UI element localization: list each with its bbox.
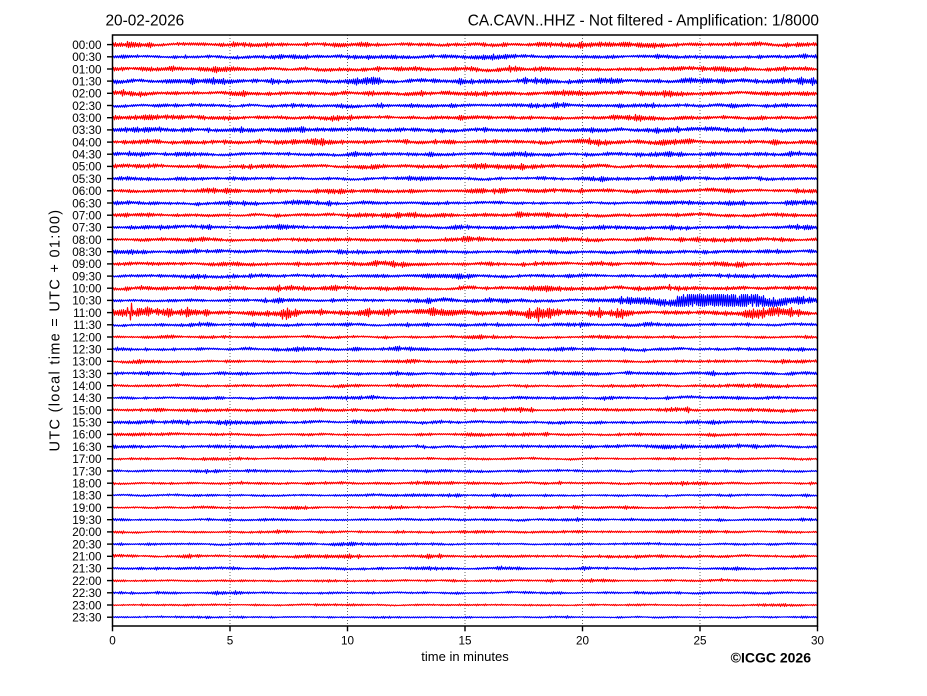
svg-text:03:30: 03:30	[72, 124, 102, 137]
svg-text:12:00: 12:00	[72, 331, 102, 344]
svg-text:00:30: 00:30	[72, 51, 102, 64]
svg-text:18:30: 18:30	[72, 490, 102, 503]
svg-text:01:00: 01:00	[72, 63, 102, 76]
svg-text:23:30: 23:30	[72, 612, 102, 625]
svg-text:01:30: 01:30	[72, 75, 102, 88]
svg-text:CA.CAVN..HHZ - Not filtered -: CA.CAVN..HHZ - Not filtered - Amplificat…	[468, 13, 819, 30]
svg-text:14:30: 14:30	[72, 392, 102, 405]
svg-text:10:30: 10:30	[72, 295, 102, 308]
svg-text:14:00: 14:00	[72, 380, 102, 393]
svg-text:04:00: 04:00	[72, 136, 102, 149]
svg-text:00:00: 00:00	[72, 39, 102, 52]
svg-text:16:30: 16:30	[72, 441, 102, 454]
svg-text:20: 20	[576, 634, 590, 647]
svg-text:11:30: 11:30	[73, 319, 102, 332]
svg-text:21:30: 21:30	[72, 563, 102, 576]
svg-text:05:00: 05:00	[72, 161, 102, 174]
svg-text:18:00: 18:00	[72, 478, 102, 491]
svg-text:25: 25	[693, 634, 707, 647]
svg-text:0: 0	[109, 634, 116, 647]
svg-text:30: 30	[811, 634, 825, 647]
svg-text:10:00: 10:00	[72, 283, 102, 296]
svg-text:20:00: 20:00	[72, 526, 102, 539]
svg-text:23:00: 23:00	[72, 599, 102, 612]
svg-text:06:00: 06:00	[72, 185, 102, 198]
svg-text:©ICGC 2026: ©ICGC 2026	[731, 650, 812, 666]
svg-text:15:00: 15:00	[72, 404, 102, 417]
svg-text:06:30: 06:30	[72, 197, 102, 210]
svg-text:05:30: 05:30	[72, 173, 102, 186]
svg-text:08:30: 08:30	[72, 246, 102, 259]
svg-text:17:30: 17:30	[72, 465, 102, 478]
svg-text:UTC (local time = UTC + 01:00): UTC (local time = UTC + 01:00)	[48, 209, 64, 452]
svg-text:02:30: 02:30	[72, 100, 102, 113]
svg-text:13:30: 13:30	[72, 368, 102, 381]
svg-text:16:00: 16:00	[72, 429, 102, 442]
svg-text:15:30: 15:30	[72, 417, 102, 430]
svg-text:09:30: 09:30	[72, 270, 102, 283]
svg-text:19:00: 19:00	[72, 502, 102, 515]
svg-text:5: 5	[227, 634, 234, 647]
svg-text:04:30: 04:30	[72, 149, 102, 162]
svg-text:07:00: 07:00	[72, 210, 102, 223]
svg-text:time in minutes: time in minutes	[421, 649, 509, 664]
svg-text:22:30: 22:30	[72, 587, 102, 600]
svg-text:08:00: 08:00	[72, 234, 102, 247]
svg-text:13:00: 13:00	[72, 356, 102, 369]
svg-text:17:00: 17:00	[72, 453, 102, 466]
svg-text:10: 10	[341, 634, 355, 647]
svg-text:11:00: 11:00	[73, 307, 102, 320]
svg-text:22:00: 22:00	[72, 575, 102, 588]
svg-text:19:30: 19:30	[72, 514, 102, 527]
svg-text:21:00: 21:00	[72, 551, 102, 564]
svg-text:20-02-2026: 20-02-2026	[106, 13, 185, 30]
svg-text:02:00: 02:00	[72, 88, 102, 101]
svg-text:20:30: 20:30	[72, 538, 102, 551]
svg-text:09:00: 09:00	[72, 258, 102, 271]
svg-text:12:30: 12:30	[72, 344, 102, 357]
svg-text:07:30: 07:30	[72, 222, 102, 235]
svg-text:15: 15	[458, 634, 472, 647]
svg-text:03:00: 03:00	[72, 112, 102, 125]
